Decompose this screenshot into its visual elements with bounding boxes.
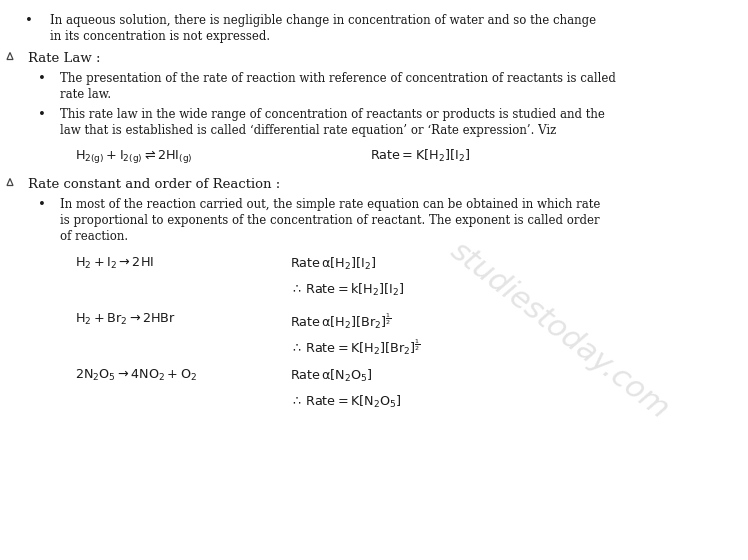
Text: In aqueous solution, there is negligible change in concentration of water and so: In aqueous solution, there is negligible… — [50, 14, 596, 27]
Text: law that is established is called ‘differential rate equation’ or ‘Rate expressi: law that is established is called ‘diffe… — [60, 124, 557, 137]
Text: studiestoday.com: studiestoday.com — [445, 236, 675, 424]
Text: $\mathrm{Rate\,\alpha\left[H_2\right]\left[I_2\right]}$: $\mathrm{Rate\,\alpha\left[H_2\right]\le… — [290, 256, 376, 272]
Text: in its concentration is not expressed.: in its concentration is not expressed. — [50, 30, 270, 43]
Text: $\mathrm{\therefore\,Rate=k\left[H_2\right]\left[I_2\right]}$: $\mathrm{\therefore\,Rate=k\left[H_2\rig… — [290, 282, 404, 298]
Text: In most of the reaction carried out, the simple rate equation can be obtained in: In most of the reaction carried out, the… — [60, 198, 601, 211]
Text: $\mathrm{Rate\,\alpha\left[N_2O_5\right]}$: $\mathrm{Rate\,\alpha\left[N_2O_5\right]… — [290, 368, 373, 384]
Text: is proportional to exponents of the concentration of reactant. The exponent is c: is proportional to exponents of the conc… — [60, 214, 600, 227]
Text: This rate law in the wide range of concentration of reactants or products is stu: This rate law in the wide range of conce… — [60, 108, 605, 121]
Text: •: • — [38, 72, 46, 85]
Text: $\mathrm{\therefore\,Rate=K\left[N_2O_5\right]}$: $\mathrm{\therefore\,Rate=K\left[N_2O_5\… — [290, 394, 402, 410]
Text: $\mathrm{Rate=K\left[H_{2}\right]\left[I_{2}\right]}$: $\mathrm{Rate=K\left[H_{2}\right]\left[I… — [370, 148, 470, 164]
Text: of reaction.: of reaction. — [60, 230, 128, 243]
Text: The presentation of the rate of reaction with reference of concentration of reac: The presentation of the rate of reaction… — [60, 72, 616, 85]
Text: •: • — [25, 14, 33, 27]
Text: $\mathrm{\therefore\,Rate=K\left[H_2\right]\left[Br_2\right]^{\frac{1}{2}}}$: $\mathrm{\therefore\,Rate=K\left[H_2\rig… — [290, 338, 420, 357]
Text: Rate constant and order of Reaction :: Rate constant and order of Reaction : — [28, 178, 280, 191]
Text: rate law.: rate law. — [60, 88, 111, 101]
Text: $\mathrm{Rate\,\alpha\left[H_2\right]\left[Br_2\right]^{\frac{1}{2}}}$: $\mathrm{Rate\,\alpha\left[H_2\right]\le… — [290, 312, 392, 332]
Text: •: • — [38, 198, 46, 211]
Text: $\mathrm{2N_2O_5\rightarrow 4NO_2+O_2}$: $\mathrm{2N_2O_5\rightarrow 4NO_2+O_2}$ — [75, 368, 197, 383]
Text: $\mathrm{H_2+I_2\rightarrow 2HI}$: $\mathrm{H_2+I_2\rightarrow 2HI}$ — [75, 256, 154, 271]
Text: $\mathrm{H_2+Br_2\rightarrow 2HBr}$: $\mathrm{H_2+Br_2\rightarrow 2HBr}$ — [75, 312, 176, 327]
Text: $\mathrm{H_{2(g)}+I_{2(g)}\rightleftharpoons 2HI_{(g)}}$: $\mathrm{H_{2(g)}+I_{2(g)}\rightleftharp… — [75, 148, 193, 165]
Text: •: • — [38, 108, 46, 121]
Text: Rate Law :: Rate Law : — [28, 52, 100, 65]
